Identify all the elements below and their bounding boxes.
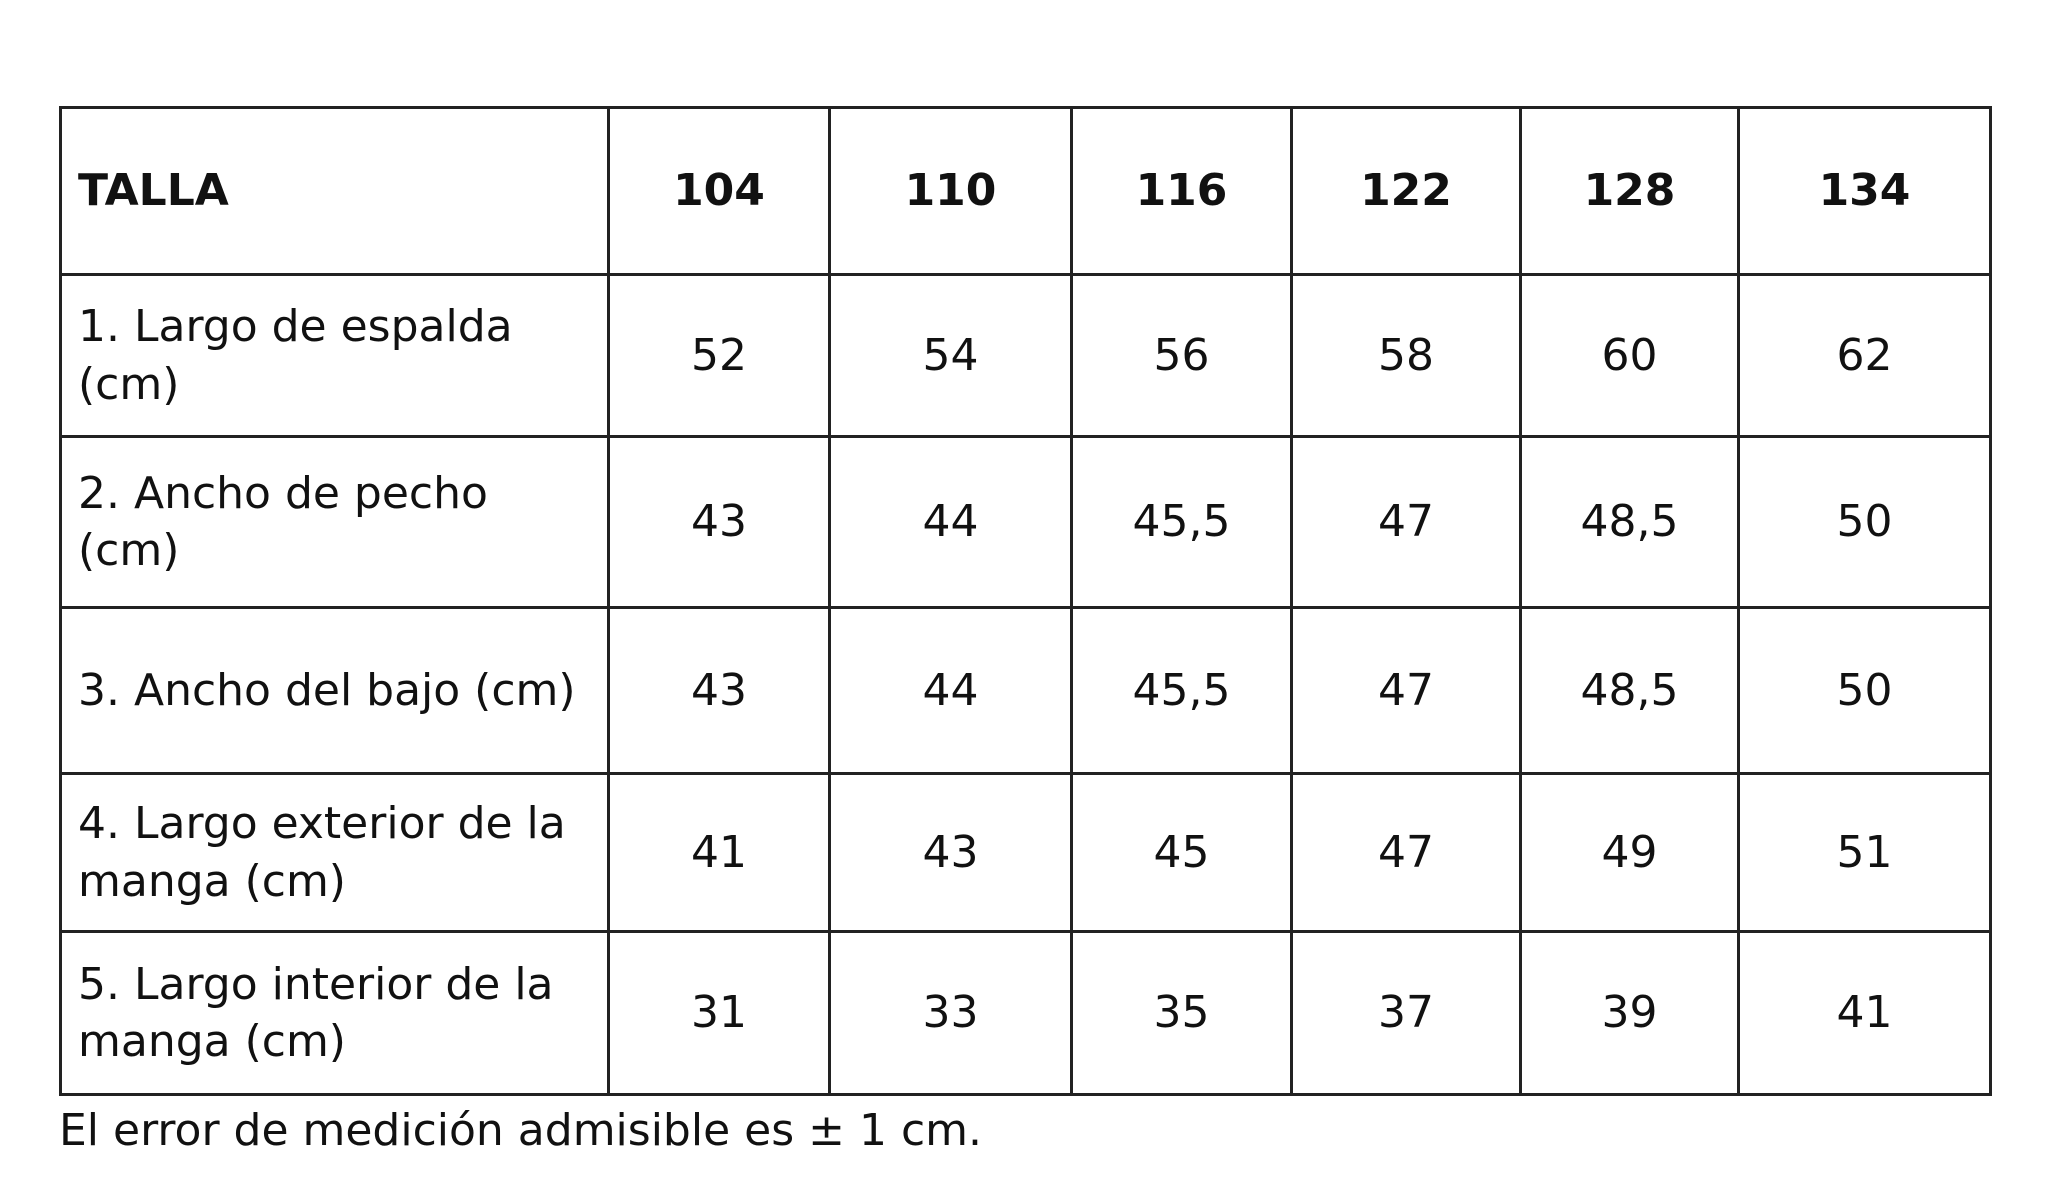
- measure-cell: 54: [828, 273, 1073, 438]
- measure-cell: 48,5: [1519, 435, 1740, 609]
- size-header: 134: [1737, 106, 1992, 276]
- measure-cell: 45: [1070, 772, 1293, 933]
- measure-cell: 39: [1519, 930, 1740, 1096]
- measure-cell: 35: [1070, 930, 1293, 1096]
- size-header: 128: [1519, 106, 1740, 276]
- measure-cell: 51: [1737, 772, 1992, 933]
- table-row: 4. Largo exterior de la manga (cm) 41 43 45…: [59, 772, 1992, 933]
- measure-cell: 62: [1737, 273, 1992, 438]
- size-header: 116: [1070, 106, 1293, 276]
- measure-cell: 37: [1290, 930, 1522, 1096]
- size-header: 104: [607, 106, 831, 276]
- table-row: 3. Ancho del bajo (cm) 43 44 45,5 47 48,5 50: [59, 606, 1992, 775]
- header-row: TALLA 104 110 116 122 128 134: [59, 106, 1992, 276]
- measure-cell: 43: [607, 435, 831, 609]
- measure-cell: 44: [828, 606, 1073, 775]
- measure-cell: 47: [1290, 772, 1522, 933]
- size-header: 110: [828, 106, 1073, 276]
- measure-cell: 47: [1290, 435, 1522, 609]
- table-body: 1. Largo de espalda (cm) 52 54 56 58 60 62 2. A…: [59, 273, 1992, 1096]
- measure-cell: 33: [828, 930, 1073, 1096]
- measure-cell: 31: [607, 930, 831, 1096]
- measure-label: 1. Largo de espalda (cm): [59, 273, 610, 438]
- measure-cell: 56: [1070, 273, 1293, 438]
- row-header-title: TALLA: [59, 106, 610, 276]
- measure-label: 2. Ancho de pecho (cm): [59, 435, 610, 609]
- size-table: TALLA 104 110 116 122 128 134 1. Largo de espa…: [59, 106, 1992, 1096]
- size-header: 122: [1290, 106, 1522, 276]
- measure-cell: 60: [1519, 273, 1740, 438]
- measure-cell: 48,5: [1519, 606, 1740, 775]
- measure-cell: 41: [1737, 930, 1992, 1096]
- measure-label: 3. Ancho del bajo (cm): [59, 606, 610, 775]
- measure-label: 4. Largo exterior de la manga (cm): [59, 772, 610, 933]
- measure-cell: 52: [607, 273, 831, 438]
- measure-cell: 43: [607, 606, 831, 775]
- measure-cell: 47: [1290, 606, 1522, 775]
- measure-cell: 45,5: [1070, 435, 1293, 609]
- measure-cell: 50: [1737, 435, 1992, 609]
- measure-label: 5. Largo interior de la manga (cm): [59, 930, 610, 1096]
- measure-cell: 50: [1737, 606, 1992, 775]
- table-row: 5. Largo interior de la manga (cm) 31 33 35…: [59, 930, 1992, 1096]
- measure-cell: 58: [1290, 273, 1522, 438]
- table-row: 1. Largo de espalda (cm) 52 54 56 58 60 62: [59, 273, 1992, 438]
- table-row: 2. Ancho de pecho (cm) 43 44 45,5 47 48,5 50: [59, 435, 1992, 609]
- footnote: El error de medición admisible es ± 1 cm…: [59, 1105, 982, 1156]
- measure-cell: 43: [828, 772, 1073, 933]
- measure-cell: 45,5: [1070, 606, 1293, 775]
- measure-cell: 44: [828, 435, 1073, 609]
- measure-cell: 49: [1519, 772, 1740, 933]
- measure-cell: 41: [607, 772, 831, 933]
